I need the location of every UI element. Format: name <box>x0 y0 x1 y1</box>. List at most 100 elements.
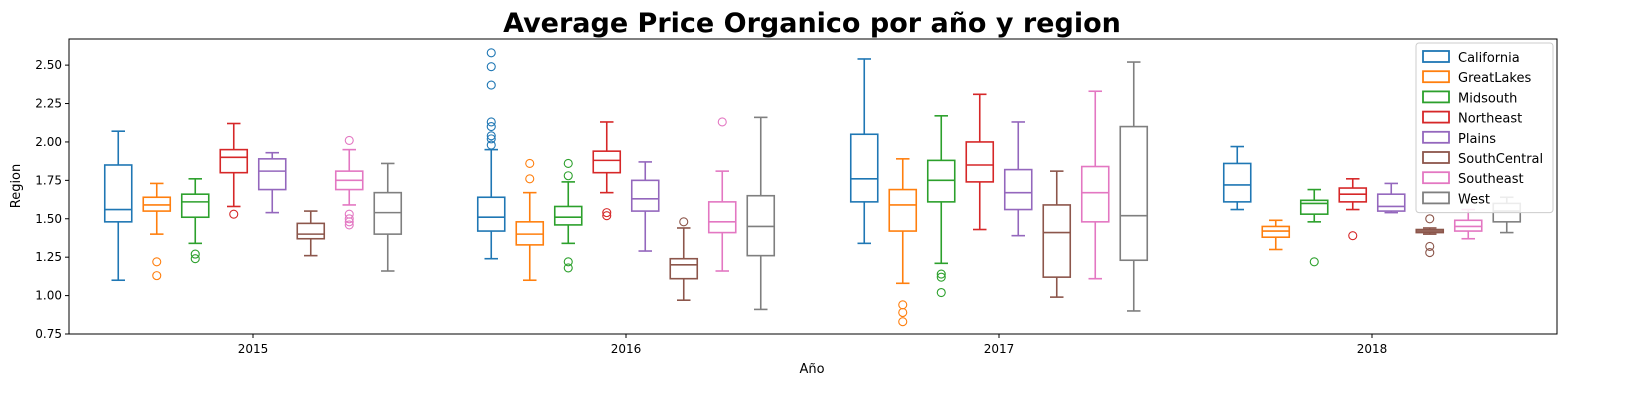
outlier-point <box>898 317 908 327</box>
box-midsouth-2015 <box>180 178 210 264</box>
box-california-2018 <box>1222 145 1252 211</box>
box-greatlakes-2016 <box>515 158 545 282</box>
box-southcentral-2017 <box>1042 170 1072 298</box>
legend-swatch-southeast <box>1422 171 1450 185</box>
box-southeast-2016 <box>707 117 737 272</box>
iqr-box <box>296 222 326 240</box>
outlier-point <box>602 208 612 218</box>
box-southeast-2017 <box>1080 90 1110 280</box>
legend: California GreatLakes Midsouth Northeast Pla… <box>1415 42 1554 214</box>
outlier-point <box>152 257 162 267</box>
outlier-point <box>486 131 496 141</box>
legend-swatch-california <box>1422 50 1450 63</box>
iqr-box <box>965 141 995 183</box>
iqr-box <box>849 133 879 203</box>
y-tick-label: 2.50 <box>35 58 62 72</box>
iqr-box <box>1222 162 1252 203</box>
box-greatlakes-2015 <box>142 182 172 281</box>
iqr-box <box>553 205 583 226</box>
outlier-point <box>936 287 946 298</box>
legend-label: GreatLakes <box>1458 71 1531 86</box>
legend-label: California <box>1458 51 1520 66</box>
iqr-box <box>630 179 660 212</box>
y-axis-label: Region <box>9 164 24 209</box>
outlier-point <box>486 80 496 90</box>
x-tick-label: 2015 <box>238 342 269 356</box>
box-northeast-2018 <box>1338 178 1368 241</box>
outlier-point <box>563 263 573 273</box>
box-california-2016 <box>476 48 506 260</box>
legend-frame <box>1415 42 1554 214</box>
outlier-point <box>563 158 573 169</box>
outlier-point <box>344 214 354 224</box>
box-northeast-2017 <box>965 93 995 231</box>
outlier-point <box>1425 214 1435 224</box>
outlier-point <box>229 209 239 219</box>
box-midsouth-2016 <box>553 158 583 273</box>
outlier-point <box>190 254 200 264</box>
box-west-2016 <box>746 116 776 311</box>
outlier-point <box>1425 241 1435 251</box>
x-tick-label: 2017 <box>984 342 1015 356</box>
iqr-box <box>103 164 133 223</box>
iqr-box <box>888 188 918 232</box>
outlier-point <box>1425 248 1435 258</box>
outlier-point <box>602 211 612 221</box>
y-tick-label: 1.25 <box>35 250 62 264</box>
plot-area <box>103 48 1522 327</box>
outlier-point <box>486 62 496 72</box>
outlier-point <box>1348 231 1358 241</box>
box-midsouth-2017 <box>926 115 956 298</box>
box-southeast-2015 <box>334 135 364 230</box>
outlier-point <box>525 158 535 169</box>
outlier-point <box>898 307 908 318</box>
box-california-2017 <box>849 58 879 245</box>
outlier-point <box>344 135 354 145</box>
chart-title: Average Price Organico por año y region <box>503 8 1121 39</box>
outlier-point <box>525 174 535 184</box>
iqr-box <box>219 148 249 174</box>
legend-label: West <box>1458 192 1490 207</box>
iqr-box <box>707 201 737 234</box>
iqr-box <box>669 257 699 280</box>
iqr-box <box>476 196 506 232</box>
outlier-point <box>486 122 496 132</box>
outlier-point <box>679 217 689 227</box>
legend-label: Plains <box>1458 132 1496 147</box>
outlier-point <box>344 209 354 219</box>
x-tick-label: 2016 <box>611 342 642 356</box>
outlier-point <box>563 171 573 181</box>
box-northeast-2016 <box>592 121 622 221</box>
box-plains-2018 <box>1376 182 1406 214</box>
box-plains-2015 <box>257 151 287 214</box>
y-tick-label: 1.75 <box>35 173 62 187</box>
x-tick-label: 2018 <box>1357 342 1388 356</box>
x-axis: 2015 2016 2017 2018 <box>238 334 1388 356</box>
plot-frame <box>68 38 1558 335</box>
outlier-point <box>486 48 496 58</box>
outlier-point <box>1309 257 1319 267</box>
iqr-box <box>1299 199 1329 215</box>
outlier-point <box>486 140 496 150</box>
y-tick-label: 2.00 <box>35 135 62 149</box>
iqr-box <box>1376 193 1406 212</box>
box-plains-2016 <box>630 161 660 252</box>
outlier-point <box>486 117 496 127</box>
iqr-box <box>1003 168 1033 211</box>
y-tick-label: 2.25 <box>35 97 62 111</box>
box-northeast-2015 <box>219 122 249 219</box>
outlier-point <box>190 249 200 259</box>
legend-swatch-midsouth <box>1422 90 1450 104</box>
legend-swatch-west <box>1422 191 1450 205</box>
outlier-point <box>344 220 354 230</box>
legend-swatch-southcentral <box>1422 151 1450 164</box>
outlier-point <box>936 272 946 282</box>
box-west-2015 <box>373 162 403 272</box>
y-tick-label: 0.75 <box>35 327 62 341</box>
box-greatlakes-2018 <box>1261 219 1291 251</box>
legend-swatch-plains <box>1422 130 1450 144</box>
legend-label: Southeast <box>1458 172 1524 187</box>
box-greatlakes-2017 <box>888 158 918 327</box>
legend-swatch-northeast <box>1422 110 1450 124</box>
